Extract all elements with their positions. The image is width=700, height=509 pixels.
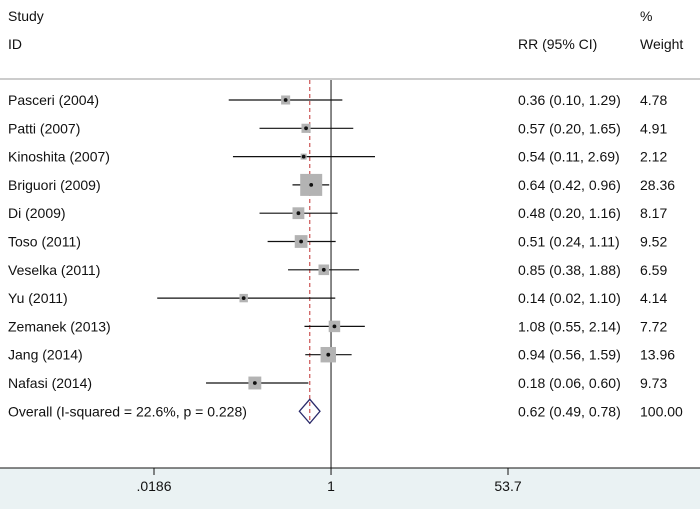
study-weight-text: 13.96 — [640, 347, 675, 363]
header-study: Study — [8, 8, 44, 24]
study-weight-text: 8.17 — [640, 205, 667, 221]
header-rr-ci: RR (95% CI) — [518, 36, 597, 52]
study-label: Di (2009) — [8, 205, 66, 221]
study-ci-text: 0.85 (0.38, 1.88) — [518, 262, 621, 278]
study-weight-text: 4.14 — [640, 290, 667, 306]
point-estimate — [309, 183, 314, 187]
overall-weight-text: 100.00 — [640, 403, 683, 419]
header-weight: Weight — [640, 36, 683, 52]
study-label: Pasceri (2004) — [8, 92, 99, 108]
axis-band — [0, 468, 700, 509]
point-estimate — [304, 126, 308, 131]
study-weight-text: 4.78 — [640, 92, 667, 108]
study-weight-text: 9.52 — [640, 234, 667, 250]
study-ci-text: 1.08 (0.55, 2.14) — [518, 318, 621, 334]
point-estimate — [332, 324, 337, 329]
study-weight-text: 6.59 — [640, 262, 667, 278]
point-estimate — [326, 352, 331, 357]
study-weight-text: 28.36 — [640, 177, 675, 193]
point-estimate — [283, 98, 288, 102]
study-label: Briguori (2009) — [8, 177, 101, 193]
study-weight-text: 2.12 — [640, 149, 667, 165]
study-label: Jang (2014) — [8, 347, 83, 363]
overall-ci-text: 0.62 (0.49, 0.78) — [518, 403, 621, 419]
study-ci-text: 0.14 (0.02, 1.10) — [518, 290, 621, 306]
point-estimate — [241, 296, 246, 300]
study-label: Kinoshita (2007) — [8, 149, 110, 165]
point-estimate — [252, 381, 257, 385]
study-ci-text: 0.94 (0.56, 1.59) — [518, 347, 621, 363]
study-label: Zemanek (2013) — [8, 318, 111, 334]
x-tick-label: 53.7 — [494, 478, 521, 494]
header-id: ID — [8, 36, 22, 52]
study-label: Patti (2007) — [8, 120, 80, 136]
x-tick-label: .0186 — [136, 478, 171, 494]
study-weight-text: 4.91 — [640, 120, 667, 136]
study-weight-text: 7.72 — [640, 318, 667, 334]
study-ci-text: 0.48 (0.20, 1.16) — [518, 205, 621, 221]
point-estimate — [301, 154, 306, 159]
header-weight-percent: % — [640, 8, 652, 24]
study-label: Nafasi (2014) — [8, 375, 92, 391]
study-label: Toso (2011) — [8, 234, 81, 250]
point-estimate — [296, 211, 301, 216]
study-label: Veselka (2011) — [8, 262, 100, 278]
study-label: Yu (2011) — [8, 290, 68, 306]
study-ci-text: 0.54 (0.11, 2.69) — [518, 149, 620, 165]
point-estimate — [321, 267, 326, 272]
study-ci-text: 0.57 (0.20, 1.65) — [518, 120, 621, 136]
overall-diamond — [298, 398, 321, 425]
overall-label: Overall (I-squared = 22.6%, p = 0.228) — [8, 403, 247, 419]
study-weight-text: 9.73 — [640, 375, 667, 391]
study-ci-text: 0.64 (0.42, 0.96) — [518, 177, 621, 193]
study-ci-text: 0.18 (0.06, 0.60) — [518, 375, 621, 391]
study-ci-text: 0.36 (0.10, 1.29) — [518, 92, 621, 108]
study-ci-text: 0.51 (0.24, 1.11) — [518, 234, 620, 250]
point-estimate — [299, 239, 304, 244]
x-tick-label: 1 — [327, 478, 335, 494]
